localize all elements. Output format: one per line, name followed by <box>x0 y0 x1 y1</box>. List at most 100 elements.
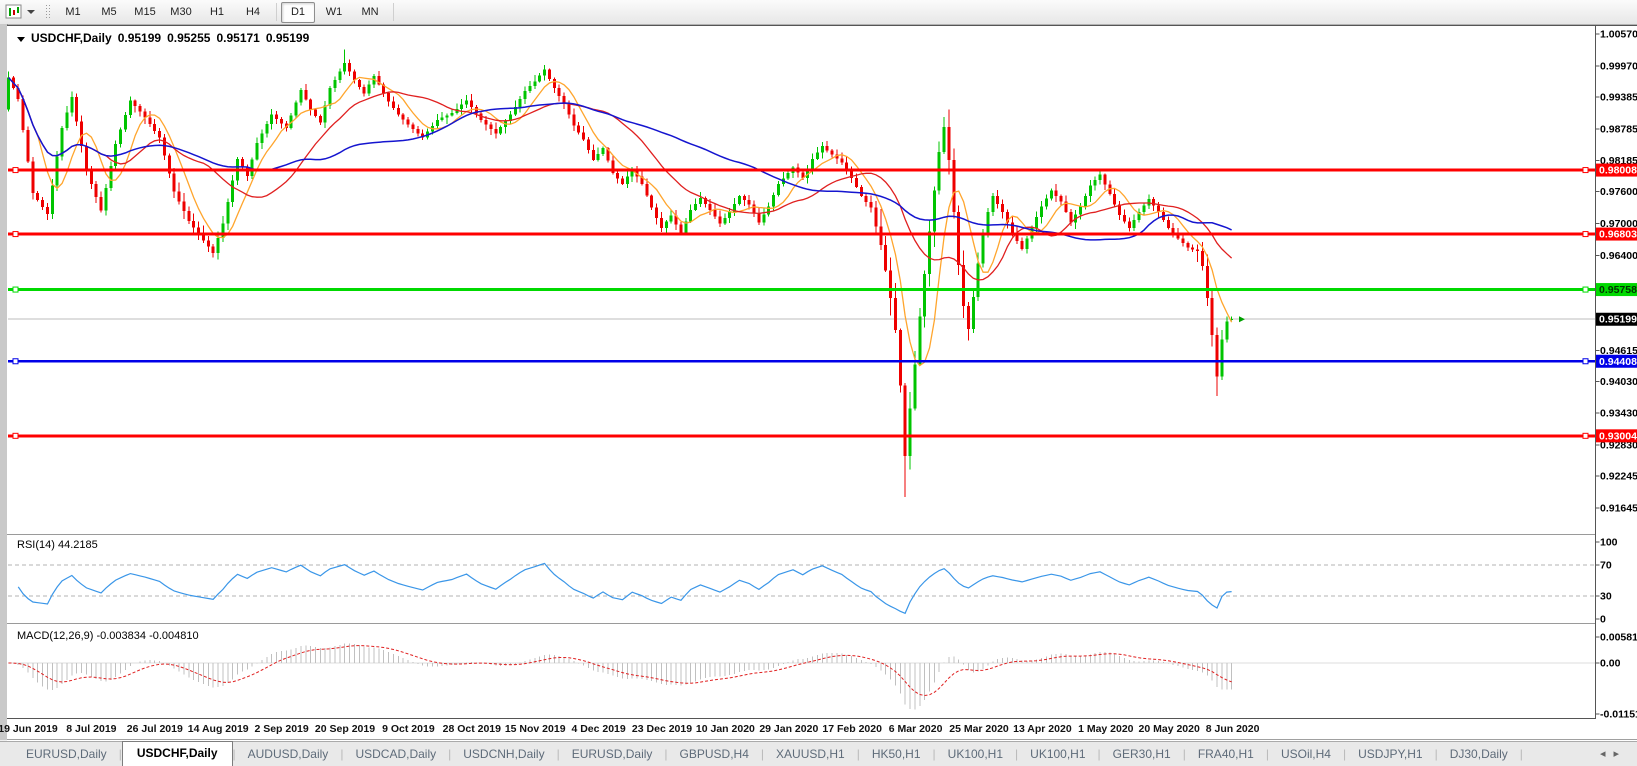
timeframe-button-mn[interactable]: MN <box>361 5 379 18</box>
date-label: 13 Apr 2020 <box>1013 723 1072 735</box>
chart-tab-hk50-h1[interactable]: HK50,H1 <box>871 747 921 761</box>
svg-text:30: 30 <box>1600 590 1612 602</box>
svg-text:0.96803: 0.96803 <box>1599 229 1637 241</box>
date-label: 10 Jan 2020 <box>695 723 755 735</box>
svg-text:-0.01151: -0.01151 <box>1600 709 1637 721</box>
chart-tab-usoil-h4[interactable]: USOil,H4 <box>1280 747 1331 761</box>
ohlc-close: 0.95199 <box>265 31 310 45</box>
svg-text:0.94030: 0.94030 <box>1600 376 1637 388</box>
chart-tab-usdcnh-daily[interactable]: USDCNH,Daily <box>463 747 545 761</box>
chart-tab-eurusd-daily[interactable]: EURUSD,Daily <box>26 747 107 761</box>
timeframe-button-m1[interactable]: M1 <box>65 5 81 18</box>
chart-tab-usdjpy-h1[interactable]: USDJPY,H1 <box>1358 747 1423 761</box>
svg-text:70: 70 <box>1600 560 1612 572</box>
chart-tab-xauusd-h1[interactable]: XAUUSD,H1 <box>776 747 845 761</box>
chart-tab-eurusd-daily[interactable]: EURUSD,Daily <box>571 747 653 761</box>
svg-text:1.00570: 1.00570 <box>1600 29 1637 41</box>
symbol-dropdown-icon[interactable] <box>17 37 25 42</box>
chart-tab-ger30-h1[interactable]: GER30,H1 <box>1112 747 1171 761</box>
rsi-line <box>17 562 1232 615</box>
level-line-handle[interactable] <box>12 231 19 238</box>
date-label: 8 Jul 2019 <box>66 723 117 735</box>
tab-separator: | <box>556 747 560 761</box>
time-axis[interactable]: 19 Jun 2019 8 Jul 2019 26 Jul 2019 14 Aug 2… <box>0 723 1597 739</box>
date-label: 23 Dec 2019 <box>631 723 693 735</box>
tab-separator: | <box>1182 747 1186 761</box>
timeframe-button-d1[interactable]: D1 <box>281 1 315 23</box>
svg-text:0.96400: 0.96400 <box>1600 250 1637 262</box>
chart-tab-uk100-h1[interactable]: UK100,H1 <box>1030 747 1086 761</box>
chart-tool-button[interactable] <box>5 4 35 20</box>
level-line-handle[interactable] <box>12 286 19 293</box>
chart-window[interactable]: 1.00570 0.99970 0.99385 0.98785 0.98185 0.976… <box>0 25 1637 741</box>
chart-tab-uk100-h1[interactable]: UK100,H1 <box>947 747 1004 761</box>
tab-scroll-right-icon[interactable]: ▸ <box>1613 748 1627 760</box>
ohlc-high: 0.95255 <box>167 31 211 45</box>
svg-text:0.99970: 0.99970 <box>1600 60 1637 72</box>
timeframe-button-h4[interactable]: H4 <box>245 5 261 18</box>
timeframe-button-w1[interactable]: W1 <box>325 5 343 18</box>
level-line-handle[interactable] <box>12 358 19 365</box>
macd-indicator-label: MACD(12,26,9) -0.003834 -0.004810 <box>17 630 199 642</box>
date-label: 20 May 2020 <box>1138 723 1200 735</box>
level-line-handle[interactable] <box>1582 432 1589 439</box>
svg-text:0.97000: 0.97000 <box>1600 218 1637 230</box>
tab-separator: | <box>448 747 452 761</box>
timeframe-button-h1[interactable]: H1 <box>209 5 225 18</box>
svg-text:0.005818: 0.005818 <box>1600 632 1637 644</box>
svg-text:0.94408: 0.94408 <box>1599 356 1637 368</box>
chevron-down-icon <box>27 10 35 14</box>
chart-title: USDCHF,Daily 0.95199 0.95255 0.95171 0.95199 <box>17 31 315 45</box>
level-line-handle[interactable] <box>12 432 19 439</box>
date-label: 26 Jul 2019 <box>126 723 183 735</box>
svg-text:0.93004: 0.93004 <box>1599 430 1637 442</box>
date-label: 8 Jun 2020 <box>1205 723 1260 735</box>
tab-separator: | <box>1015 747 1019 761</box>
timeframe-button-m15[interactable]: M15 <box>134 5 156 18</box>
level-price-badge <box>1596 227 1637 241</box>
price-chart-canvas[interactable]: 1.005700.999700.993850.987850.981850.976… <box>7 26 1637 741</box>
svg-text:0: 0 <box>1600 614 1606 626</box>
svg-text:0.98785: 0.98785 <box>1600 123 1637 135</box>
level-line-handle[interactable] <box>1582 358 1589 365</box>
svg-text:0.95758: 0.95758 <box>1599 284 1637 296</box>
tab-separator: | <box>118 747 122 761</box>
level-line-handle[interactable] <box>1582 231 1589 238</box>
rsi-panel <box>8 562 1595 615</box>
tab-separator: | <box>856 747 860 761</box>
svg-text:0.98008: 0.98008 <box>1599 165 1637 177</box>
level-price-badge <box>1596 163 1637 177</box>
chart-tab-usdchf-daily[interactable]: USDCHF,Daily <box>121 741 233 766</box>
medium-ma-line[interactable] <box>8 77 1233 281</box>
svg-text:0.91645: 0.91645 <box>1600 503 1637 515</box>
tab-separator: | <box>1342 747 1347 761</box>
tab-scroll-left-icon[interactable]: ◂ <box>1599 748 1614 760</box>
chart-tab-fra40-h1[interactable]: FRA40,H1 <box>1197 747 1254 761</box>
chart-tab-usdcad-daily[interactable]: USDCAD,Daily <box>355 747 437 761</box>
chart-tab-audusd-daily[interactable]: AUDUSD,Daily <box>247 747 329 761</box>
level-line-handle[interactable] <box>12 167 19 174</box>
rsi-indicator-label: RSI(14) 44.2185 <box>17 539 98 551</box>
tab-separator: | <box>1097 747 1101 761</box>
tab-separator: | <box>1519 747 1523 761</box>
level-line-handle[interactable] <box>1582 167 1589 174</box>
slow-ma-line[interactable] <box>7 76 1232 241</box>
tab-separator: | <box>932 747 936 761</box>
date-label: 15 Nov 2019 <box>504 723 566 735</box>
date-label: 28 Oct 2019 <box>442 723 501 735</box>
chart-tab-dj30-daily[interactable]: DJ30,Daily <box>1449 747 1508 761</box>
chart-tab-gbpusd-h4[interactable]: GBPUSD,H4 <box>679 747 749 761</box>
level-line-handle[interactable] <box>1582 286 1589 293</box>
timeframe-button-m30[interactable]: M30 <box>170 5 192 18</box>
svg-text:100: 100 <box>1600 537 1618 549</box>
svg-text:0.94615: 0.94615 <box>1600 345 1637 357</box>
svg-text:0.95199: 0.95199 <box>1599 314 1637 326</box>
svg-text:0.97600: 0.97600 <box>1600 186 1637 198</box>
date-label: 1 May 2020 <box>1078 723 1134 735</box>
svg-text:0.93430: 0.93430 <box>1600 408 1637 420</box>
tab-separator: | <box>664 747 668 761</box>
toolbar-grip-handle[interactable] <box>45 4 50 20</box>
timeframe-button-m5[interactable]: M5 <box>101 5 117 18</box>
tab-separator: | <box>340 747 344 761</box>
date-label: 19 Jun 2019 <box>0 723 58 735</box>
